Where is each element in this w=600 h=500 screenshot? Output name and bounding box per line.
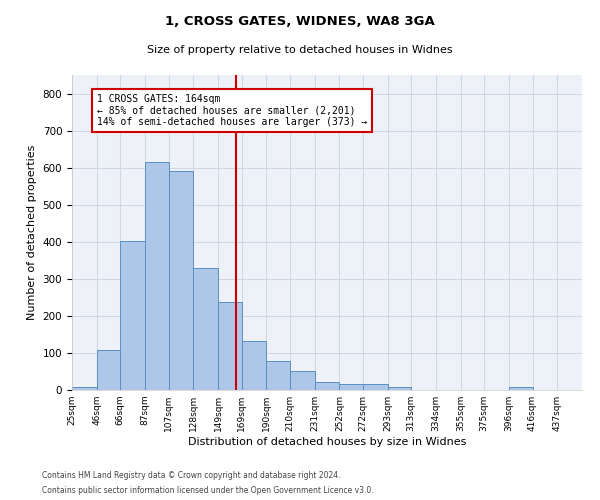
Bar [340,384,363,390]
Text: Size of property relative to detached houses in Widnes: Size of property relative to detached ho… [147,45,453,55]
Bar [290,372,314,390]
Y-axis label: Number of detached properties: Number of detached properties [27,145,37,320]
Bar [97,350,120,390]
Text: Contains HM Land Registry data © Crown copyright and database right 2024.: Contains HM Land Registry data © Crown c… [42,471,341,480]
Text: 1, CROSS GATES, WIDNES, WA8 3GA: 1, CROSS GATES, WIDNES, WA8 3GA [165,15,435,28]
Bar [388,387,411,390]
Bar [363,384,388,390]
Bar [72,387,97,390]
X-axis label: Distribution of detached houses by size in Widnes: Distribution of detached houses by size … [188,437,466,447]
Bar [218,302,242,390]
Bar [509,387,533,390]
Bar [145,162,169,390]
Text: 1 CROSS GATES: 164sqm
← 85% of detached houses are smaller (2,201)
14% of semi-d: 1 CROSS GATES: 164sqm ← 85% of detached … [97,94,367,126]
Bar [120,240,145,390]
Bar [242,340,266,390]
Text: Contains public sector information licensed under the Open Government Licence v3: Contains public sector information licen… [42,486,374,495]
Bar [193,268,218,390]
Bar [266,362,290,390]
Bar [169,170,193,390]
Bar [314,382,340,390]
